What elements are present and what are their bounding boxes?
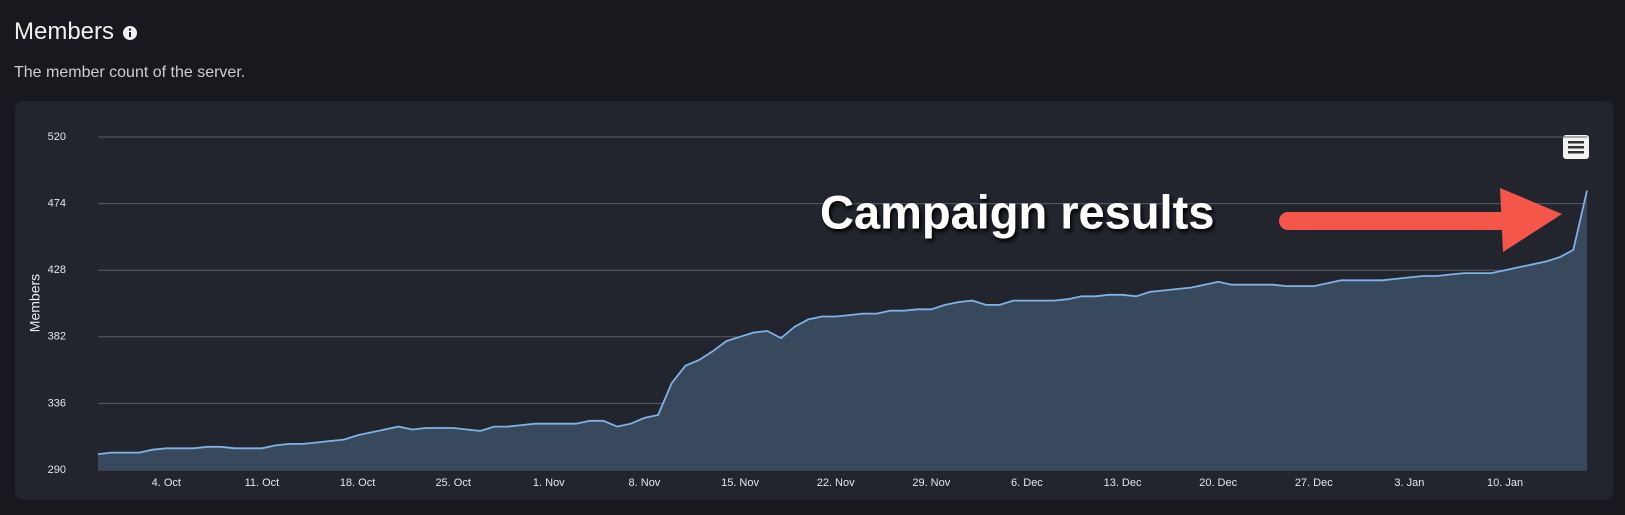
y-tick-label: 428 — [48, 264, 66, 276]
y-tick-label: 474 — [48, 198, 66, 210]
x-tick-label: 18. Oct — [340, 477, 375, 489]
y-tick-label: 520 — [48, 131, 66, 143]
x-tick-label: 3. Jan — [1394, 477, 1424, 489]
y-axis-label: Members — [27, 274, 43, 332]
info-icon[interactable] — [122, 25, 138, 41]
y-tick-label: 382 — [48, 331, 66, 343]
menu-button[interactable] — [1563, 135, 1589, 159]
y-tick-label: 290 — [48, 464, 66, 476]
y-tick-label: 336 — [48, 397, 66, 409]
x-tick-label: 10. Jan — [1487, 477, 1523, 489]
line — [97, 190, 1588, 455]
x-tick-label: 4. Oct — [152, 477, 181, 489]
section-title: Members — [14, 18, 115, 45]
x-tick-label: 6. Dec — [1011, 477, 1043, 489]
x-tick-label: 25. Oct — [435, 477, 470, 489]
x-tick-label: 27. Dec — [1295, 477, 1333, 489]
x-tick-label: 1. Nov — [533, 477, 565, 489]
x-tick-label: 29. Nov — [912, 477, 950, 489]
chart-panel — [15, 101, 1613, 500]
annotation-arrow — [1279, 188, 1562, 252]
area-fill — [98, 190, 1587, 470]
annotation: Campaign results — [820, 185, 1214, 238]
x-tick-label: 11. Oct — [245, 477, 280, 489]
x-tick-label: 15. Nov — [721, 477, 759, 489]
x-tick-label: 13. Dec — [1104, 477, 1142, 489]
x-tick-label: 20. Dec — [1199, 477, 1237, 489]
x-tick-label: 8. Nov — [629, 477, 661, 489]
x-tick-label: 22. Nov — [817, 477, 855, 489]
section-subtitle: The member count of the server. — [14, 64, 246, 81]
